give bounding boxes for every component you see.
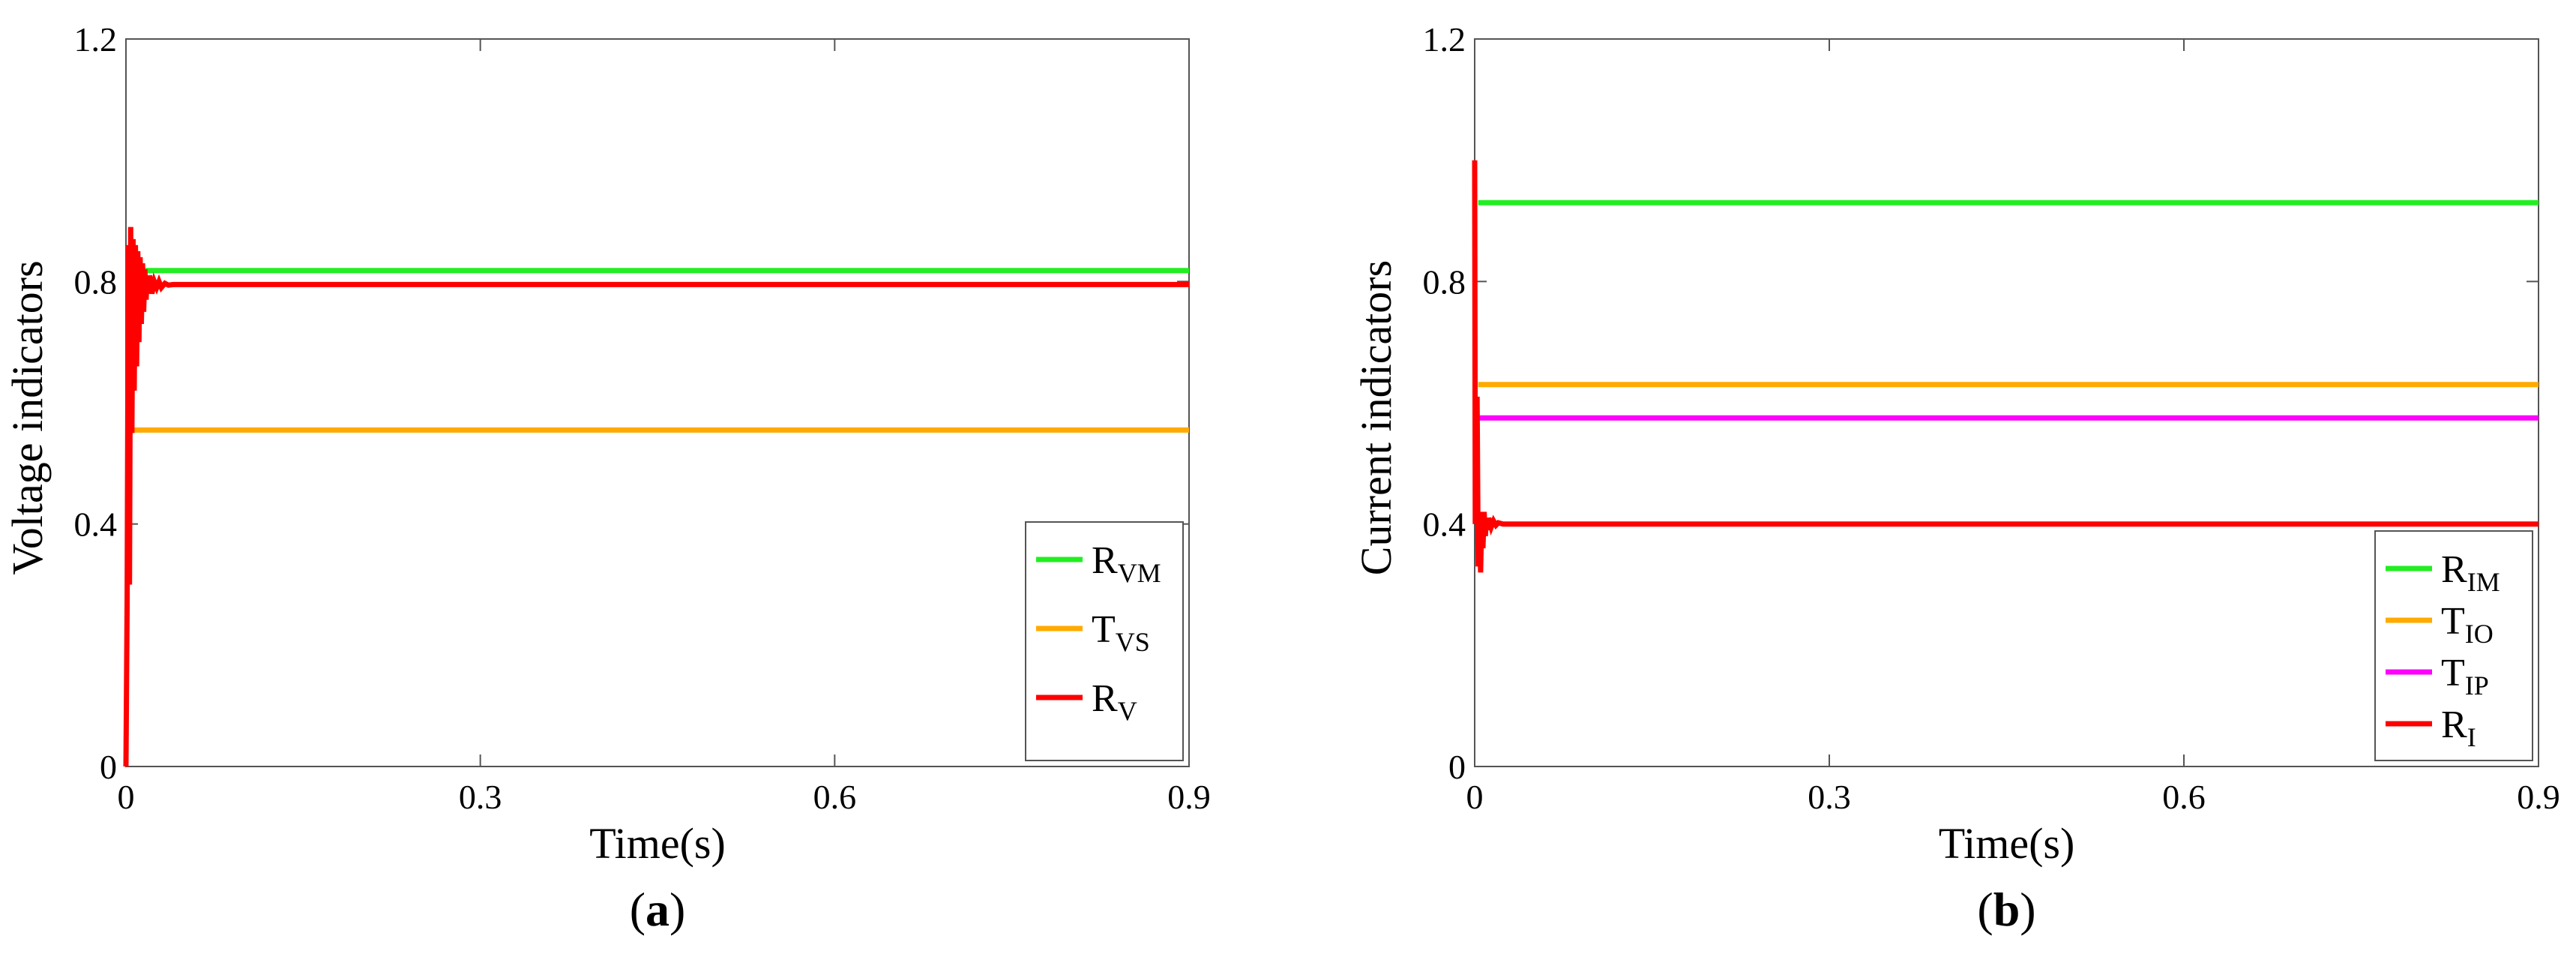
x-tick-label: 0.6 [813, 778, 857, 816]
legend-label-main: T [1092, 608, 1116, 651]
series-line-r-v [123, 226, 1189, 767]
panel-label-a: (a) [630, 883, 686, 936]
ticks-b: 0 0.3 0.6 0.9 0 0.4 0.8 1.2 [1423, 20, 2560, 816]
ticks-a: 0 0.3 0.6 0.9 0 0.4 0.8 1.2 [74, 20, 1211, 816]
panel-label-open-paren: ( [630, 883, 645, 936]
legend-label-r-vm: RVM [1092, 539, 1161, 588]
legend-label-main: R [2441, 548, 2467, 591]
legend-label-subscript: IM [2467, 567, 2500, 597]
x-tick-label: 0.9 [2517, 778, 2560, 816]
y-tick-label: 0.8 [74, 262, 118, 301]
legend-label-subscript: IP [2465, 670, 2489, 700]
x-tick-label: 0 [1466, 778, 1484, 816]
x-tick-label: 0 [118, 778, 135, 816]
plot-frame-a [125, 38, 1190, 767]
x-tick-label: 0.3 [459, 778, 502, 816]
x-axis-label-a: Time(s) [589, 819, 726, 868]
y-tick-label: 0.4 [74, 506, 118, 544]
y-axis-label-a: Voltage indicators [3, 260, 52, 574]
panel-label-close-paren: ) [669, 883, 685, 936]
x-tick-label: 0.9 [1167, 778, 1211, 816]
panel-label-close-paren: ) [2020, 883, 2035, 936]
panel-a: 0 0.3 0.6 0.9 0 0.4 0.8 1.2 Time(s) Voltage ind… [3, 20, 1211, 936]
legend-label-r-im: RIM [2441, 548, 2500, 597]
legend-label-t-io: TIO [2441, 600, 2494, 649]
legend-label-subscript: IO [2465, 619, 2494, 649]
legend-label-main: R [1092, 539, 1118, 582]
y-tick-label: 1.2 [74, 20, 118, 58]
y-tick-label: 0.8 [1423, 262, 1466, 301]
x-tick-label: 0.3 [1808, 778, 1851, 816]
panel-label-letter: b [1993, 883, 2020, 936]
series-line-r-i [1472, 160, 2539, 573]
legend-label-t-ip: TIP [2441, 652, 2489, 700]
x-tick-label: 0.6 [2162, 778, 2206, 816]
series-lines-a [123, 226, 1189, 767]
y-tick-label: 0 [1448, 748, 1466, 786]
y-tick-label: 0 [100, 748, 117, 786]
y-tick-label: 1.2 [1423, 20, 1466, 58]
legend-label-main: T [2441, 652, 2465, 694]
legend-label-main: T [2441, 600, 2465, 643]
plot-frame-b [1474, 38, 2539, 767]
x-axis-label-b: Time(s) [1939, 819, 2075, 868]
panel-label-b: (b) [1977, 883, 2035, 936]
panel-b: 0 0.3 0.6 0.9 0 0.4 0.8 1.2 Time(s) Current ind… [1352, 20, 2560, 936]
legend-label-t-vs: TVS [1092, 608, 1150, 657]
series-lines-b [1472, 160, 2539, 573]
y-tick-label: 0.4 [1423, 506, 1466, 544]
legend-label-subscript: VM [1118, 558, 1161, 588]
legend-label-r-v: RV [1092, 677, 1137, 726]
legend-label-subscript: V [1118, 696, 1137, 726]
panel-label-letter: a [645, 883, 669, 936]
legend-label-main: R [1092, 677, 1118, 720]
legend-label-subscript: VS [1116, 627, 1150, 657]
y-axis-label-b: Current indicators [1352, 260, 1400, 575]
legend-label-r-i: RI [2441, 704, 2476, 752]
legend-label-subscript: I [2467, 722, 2476, 752]
panel-label-open-paren: ( [1977, 883, 1993, 936]
legend-label-main: R [2441, 704, 2467, 746]
